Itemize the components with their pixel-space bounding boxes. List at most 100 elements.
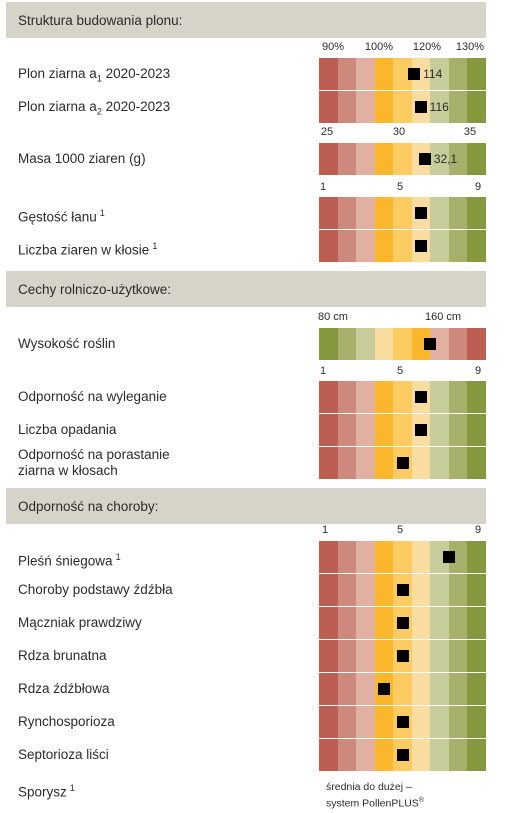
row-label: Rynchosporioza	[18, 714, 115, 730]
scale-cell	[448, 230, 468, 262]
scale-cell	[393, 673, 413, 705]
scale-tick-label: 35	[463, 126, 477, 138]
scale-cell	[411, 739, 431, 771]
section-title: Struktura budowania plonu:	[18, 12, 183, 28]
scale-cell	[467, 673, 487, 705]
row-label-text-line2: ziarna w kłosach	[18, 463, 118, 478]
value-marker	[442, 551, 455, 563]
row-label-text: Mączniak prawdziwy	[18, 615, 142, 630]
scale-cell	[448, 673, 468, 705]
row-label: Gęstość łanu 1	[18, 205, 105, 226]
row-label: Pleśń śniegowa 1	[18, 549, 121, 570]
scale-strip	[319, 381, 487, 413]
row-label: Plon ziarna a2 2020-2023	[18, 99, 170, 120]
row-label: Rdza brunatna	[18, 648, 107, 664]
scale-cell	[319, 197, 339, 229]
scale-cell	[448, 143, 468, 175]
scale-cell	[374, 91, 394, 123]
row-label-text: Odporność na porastanie	[18, 447, 170, 462]
scale-cell	[337, 607, 357, 639]
scale-cell	[374, 414, 394, 446]
scale-cell	[411, 673, 431, 705]
scale-cell	[356, 381, 376, 413]
scale-cell	[319, 230, 339, 262]
scale-cell	[319, 739, 339, 771]
row-label: Rdza źdźbłowa	[18, 681, 110, 697]
row-label-text: Gęstość łanu	[18, 209, 97, 225]
scale-cell	[430, 673, 450, 705]
scale-cell	[411, 328, 431, 360]
scale-cell	[430, 739, 450, 771]
scale-cell	[411, 58, 431, 90]
scale-cell	[411, 574, 431, 606]
scale-cell	[356, 541, 376, 573]
scale-tick-label: 30	[392, 126, 406, 138]
scale-cell	[319, 574, 339, 606]
scale-cell	[467, 230, 487, 262]
scale-cell	[356, 197, 376, 229]
scale-cell	[467, 58, 487, 90]
scale-cell	[356, 447, 376, 479]
scale-tick-label: 5	[396, 524, 404, 536]
scale-cell	[467, 91, 487, 123]
scale-strip	[319, 574, 487, 606]
scale-cell	[356, 607, 376, 639]
scale-strip	[319, 414, 487, 446]
scale-cell	[467, 381, 487, 413]
scale-cell	[337, 574, 357, 606]
row-label-footnote: 1	[69, 783, 75, 793]
scale-cell	[430, 91, 450, 123]
row-note-line2: system PollenPLUS	[326, 797, 419, 810]
row-label: Liczba ziaren w kłosie 1	[18, 238, 157, 259]
value-marker	[396, 650, 409, 662]
row-label: Septorioza liści	[18, 747, 109, 763]
value-marker	[414, 101, 427, 113]
scale-cell	[467, 143, 487, 175]
scale-cell	[393, 91, 413, 123]
row-label-text: Septorioza liści	[18, 747, 109, 762]
scale-cell	[356, 230, 376, 262]
section-title: Odporność na choroby:	[18, 498, 159, 514]
scale-cell	[356, 574, 376, 606]
scale-cell	[319, 607, 339, 639]
scale-cell	[337, 541, 357, 573]
scale-cell	[337, 447, 357, 479]
value-marker	[424, 338, 437, 350]
scale-cell	[337, 739, 357, 771]
scale-cell	[467, 706, 487, 738]
row-label: Odporność na porastanie ziarna w kłosach	[18, 447, 170, 479]
scale-cell	[448, 574, 468, 606]
section-header: Odporność na choroby:	[6, 488, 486, 524]
scale-cell	[448, 706, 468, 738]
scale-cell	[411, 706, 431, 738]
row-label-text: Sporysz	[18, 784, 67, 800]
value-marker	[396, 716, 409, 728]
row-label-footnote: 1	[115, 552, 121, 562]
scale-cell	[448, 58, 468, 90]
scale-tick-label: 5	[396, 365, 404, 377]
row-label-text: Masa 1000 ziaren (g)	[18, 151, 146, 166]
scale-strip	[319, 541, 487, 573]
row-note: średnia do dużej – system PollenPLUS®	[326, 780, 424, 811]
value-marker	[377, 683, 390, 695]
row-label-text: Choroby podstawy źdźbła	[18, 582, 173, 597]
scale-cell	[448, 381, 468, 413]
scale-cell	[411, 607, 431, 639]
scale-tick-label: 9	[474, 365, 482, 377]
section-header: Cechy rolniczo-użytkowe:	[6, 271, 486, 307]
scale-cell	[430, 328, 450, 360]
row-label-subscript: 2	[96, 106, 102, 117]
scale-tick-label: 25	[320, 126, 334, 138]
scale-cell	[448, 328, 468, 360]
scale-cell	[337, 640, 357, 672]
scale-tick-label: 9	[474, 181, 482, 193]
row-label-text: Plon ziarna a	[18, 66, 97, 81]
row-label-text: Rdza brunatna	[18, 648, 107, 663]
scale-cell	[467, 414, 487, 446]
scale-cell	[319, 143, 339, 175]
scale-tick-label: 80 cm	[318, 311, 348, 323]
scale-cell	[430, 230, 450, 262]
scale-cell	[337, 381, 357, 413]
scale-cell	[393, 541, 413, 573]
scale-strip	[319, 143, 487, 175]
